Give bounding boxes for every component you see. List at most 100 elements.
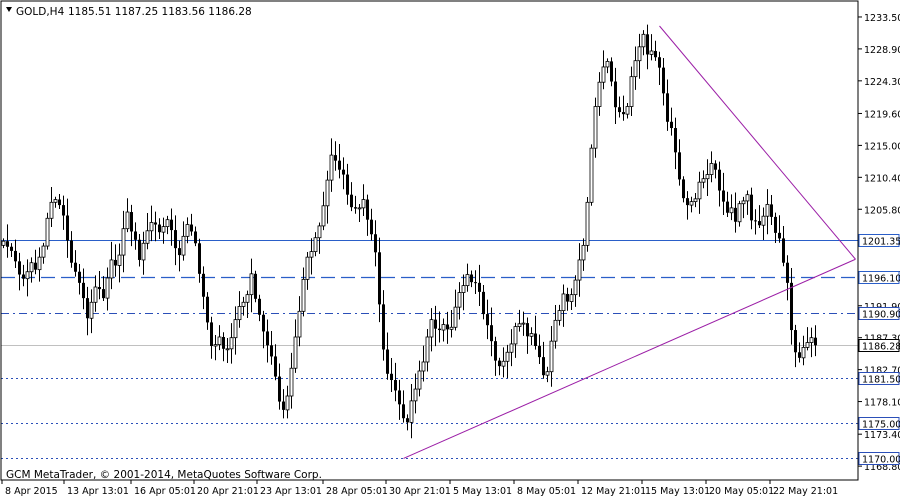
candle[interactable] bbox=[194, 226, 197, 247]
candle[interactable] bbox=[509, 329, 514, 367]
candle[interactable] bbox=[130, 204, 133, 247]
candle[interactable] bbox=[202, 266, 205, 310]
candle[interactable] bbox=[498, 357, 501, 376]
candle[interactable] bbox=[622, 95, 625, 121]
candle[interactable] bbox=[262, 310, 265, 349]
candle[interactable] bbox=[149, 205, 154, 242]
candle[interactable] bbox=[521, 311, 526, 336]
candle[interactable] bbox=[538, 334, 541, 364]
candle[interactable] bbox=[185, 217, 190, 244]
candle[interactable] bbox=[249, 258, 254, 313]
candle[interactable] bbox=[141, 231, 146, 275]
candle[interactable] bbox=[370, 208, 373, 241]
candle[interactable] bbox=[758, 205, 761, 229]
candle[interactable] bbox=[761, 207, 766, 240]
candle[interactable] bbox=[125, 198, 130, 233]
candle[interactable] bbox=[513, 322, 518, 358]
candle[interactable] bbox=[138, 233, 141, 267]
candle[interactable] bbox=[678, 139, 681, 186]
candle[interactable] bbox=[486, 299, 489, 340]
candle[interactable] bbox=[1, 238, 6, 249]
candle[interactable] bbox=[29, 257, 34, 283]
candle[interactable] bbox=[357, 203, 362, 222]
candle[interactable] bbox=[305, 252, 310, 290]
candle[interactable] bbox=[449, 309, 454, 338]
candle[interactable] bbox=[625, 102, 630, 119]
candle[interactable] bbox=[581, 238, 586, 271]
candle[interactable] bbox=[697, 171, 702, 214]
candle[interactable] bbox=[229, 323, 234, 364]
candle[interactable] bbox=[557, 304, 562, 326]
candle[interactable] bbox=[561, 284, 566, 327]
candle[interactable] bbox=[378, 237, 381, 323]
candle[interactable] bbox=[637, 33, 642, 79]
candle[interactable] bbox=[409, 384, 414, 439]
candle[interactable] bbox=[714, 160, 717, 179]
candle[interactable] bbox=[117, 243, 122, 283]
candle[interactable] bbox=[297, 296, 302, 347]
candle[interactable] bbox=[382, 290, 385, 361]
candle[interactable] bbox=[317, 222, 322, 254]
candle[interactable] bbox=[474, 270, 477, 295]
candle[interactable] bbox=[693, 193, 698, 208]
candle[interactable] bbox=[34, 249, 37, 275]
candle[interactable] bbox=[309, 238, 314, 275]
candle[interactable] bbox=[589, 144, 594, 206]
candle[interactable] bbox=[334, 141, 337, 171]
candle[interactable] bbox=[109, 241, 114, 290]
candle[interactable] bbox=[74, 250, 77, 277]
candle[interactable] bbox=[161, 217, 166, 244]
candle[interactable] bbox=[505, 344, 510, 379]
candle[interactable] bbox=[722, 172, 725, 216]
candle[interactable] bbox=[794, 324, 797, 368]
candle[interactable] bbox=[441, 318, 446, 342]
candle[interactable] bbox=[573, 275, 578, 307]
candle[interactable] bbox=[566, 287, 569, 311]
candle[interactable] bbox=[770, 194, 773, 225]
candle[interactable] bbox=[453, 289, 458, 331]
candle[interactable] bbox=[241, 296, 246, 316]
candle[interactable] bbox=[274, 344, 277, 381]
candle[interactable] bbox=[49, 187, 54, 228]
candle[interactable] bbox=[421, 345, 426, 382]
candle[interactable] bbox=[501, 347, 506, 378]
candle[interactable] bbox=[658, 51, 661, 86]
candle[interactable] bbox=[517, 309, 522, 332]
candle[interactable] bbox=[45, 212, 50, 250]
candle[interactable] bbox=[217, 325, 222, 351]
candle[interactable] bbox=[689, 196, 694, 213]
candle[interactable] bbox=[798, 342, 801, 363]
candle[interactable] bbox=[25, 259, 30, 297]
candle[interactable] bbox=[22, 264, 25, 287]
candle[interactable] bbox=[285, 385, 290, 419]
candle[interactable] bbox=[213, 335, 218, 361]
trendline-lower[interactable] bbox=[403, 258, 856, 459]
candle[interactable] bbox=[729, 194, 734, 221]
candle[interactable] bbox=[58, 193, 61, 209]
candle[interactable] bbox=[737, 200, 742, 227]
candle[interactable] bbox=[593, 97, 598, 158]
candle[interactable] bbox=[801, 335, 806, 366]
candle[interactable] bbox=[662, 57, 665, 106]
candle[interactable] bbox=[417, 360, 422, 397]
candle[interactable] bbox=[406, 414, 409, 431]
candle[interactable] bbox=[429, 308, 434, 352]
candle[interactable] bbox=[438, 311, 441, 343]
candle[interactable] bbox=[674, 117, 677, 170]
candle[interactable] bbox=[225, 337, 230, 364]
candle[interactable] bbox=[649, 34, 654, 61]
candle[interactable] bbox=[534, 315, 537, 350]
candle[interactable] bbox=[206, 292, 209, 330]
candle[interactable] bbox=[14, 239, 17, 268]
candle[interactable] bbox=[6, 224, 9, 258]
candle[interactable] bbox=[190, 213, 193, 236]
candle[interactable] bbox=[102, 276, 105, 301]
candle[interactable] bbox=[10, 243, 13, 258]
candle[interactable] bbox=[805, 327, 810, 351]
candle[interactable] bbox=[293, 319, 298, 373]
candle[interactable] bbox=[482, 285, 485, 320]
candle[interactable] bbox=[338, 144, 341, 179]
candle[interactable] bbox=[62, 195, 65, 230]
candle[interactable] bbox=[774, 212, 777, 243]
